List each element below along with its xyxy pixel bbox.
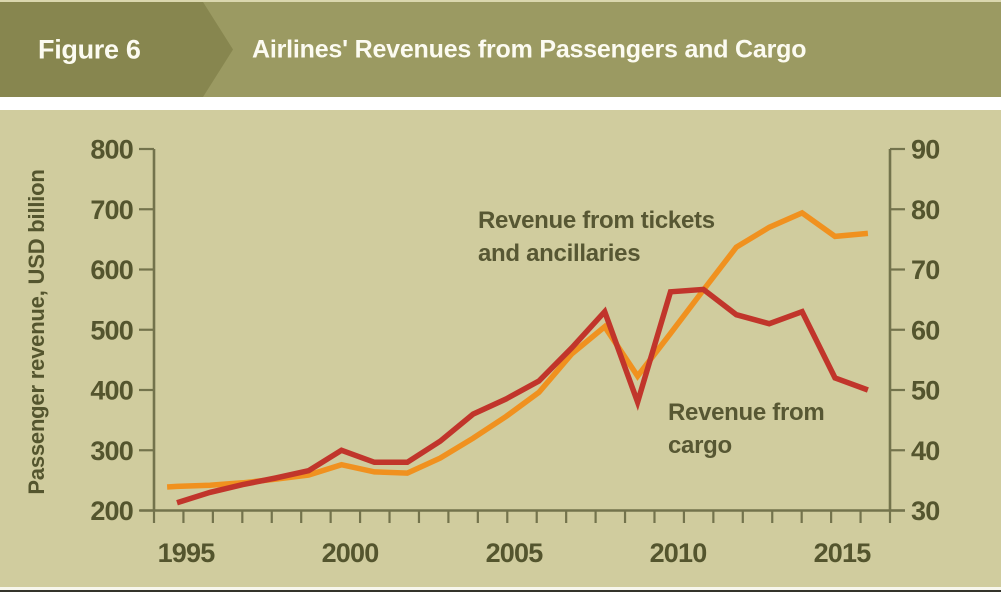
right-axis-tick-label: 80 (911, 195, 939, 225)
figure-tag-label: Figure 6 (38, 34, 141, 64)
left-axis-tick-label: 300 (90, 436, 133, 466)
left-axis-tick-label: 500 (90, 315, 133, 345)
bottom-border-strip (0, 587, 1001, 590)
x-axis-year-label: 2015 (814, 538, 872, 568)
series-annotation: cargo (668, 432, 732, 459)
x-axis-year-label: 2005 (486, 538, 544, 568)
right-axis-tick-label: 50 (911, 376, 939, 406)
series-annotation: and ancillaries (478, 240, 640, 267)
x-axis-year-label: 2000 (322, 538, 379, 568)
right-axis-tick-label: 70 (911, 255, 939, 285)
figure-header: Figure 6 Airlines' Revenues from Passeng… (0, 2, 1001, 97)
right-axis-tick-label: 60 (911, 315, 939, 345)
right-axis-tick-label: 40 (911, 436, 939, 466)
top-border-strip (0, 0, 1001, 2)
left-axis-title: Passenger revenue, USD billion (24, 169, 49, 494)
series-annotation: Revenue from (668, 399, 824, 426)
right-axis-tick-label: 90 (911, 135, 939, 165)
bottom-edge-line (0, 590, 1001, 592)
left-axis-tick-label: 800 (90, 135, 133, 165)
x-axis-year-label: 2010 (650, 538, 707, 568)
left-axis-tick-label: 700 (90, 195, 133, 225)
left-axis-tick-label: 400 (90, 376, 133, 406)
right-axis-tick-label: 30 (911, 496, 939, 526)
left-axis-tick-label: 600 (90, 255, 133, 285)
series-line-cargo (176, 286, 869, 506)
figure-title: Airlines' Revenues from Passengers and C… (252, 35, 807, 63)
left-axis-tick-label: 200 (90, 496, 133, 526)
series-annotation: Revenue from tickets (478, 207, 715, 234)
figure-tag-box: Figure 6 (0, 2, 233, 97)
chart-background (0, 110, 1001, 587)
x-axis-year-label: 1995 (158, 538, 216, 568)
